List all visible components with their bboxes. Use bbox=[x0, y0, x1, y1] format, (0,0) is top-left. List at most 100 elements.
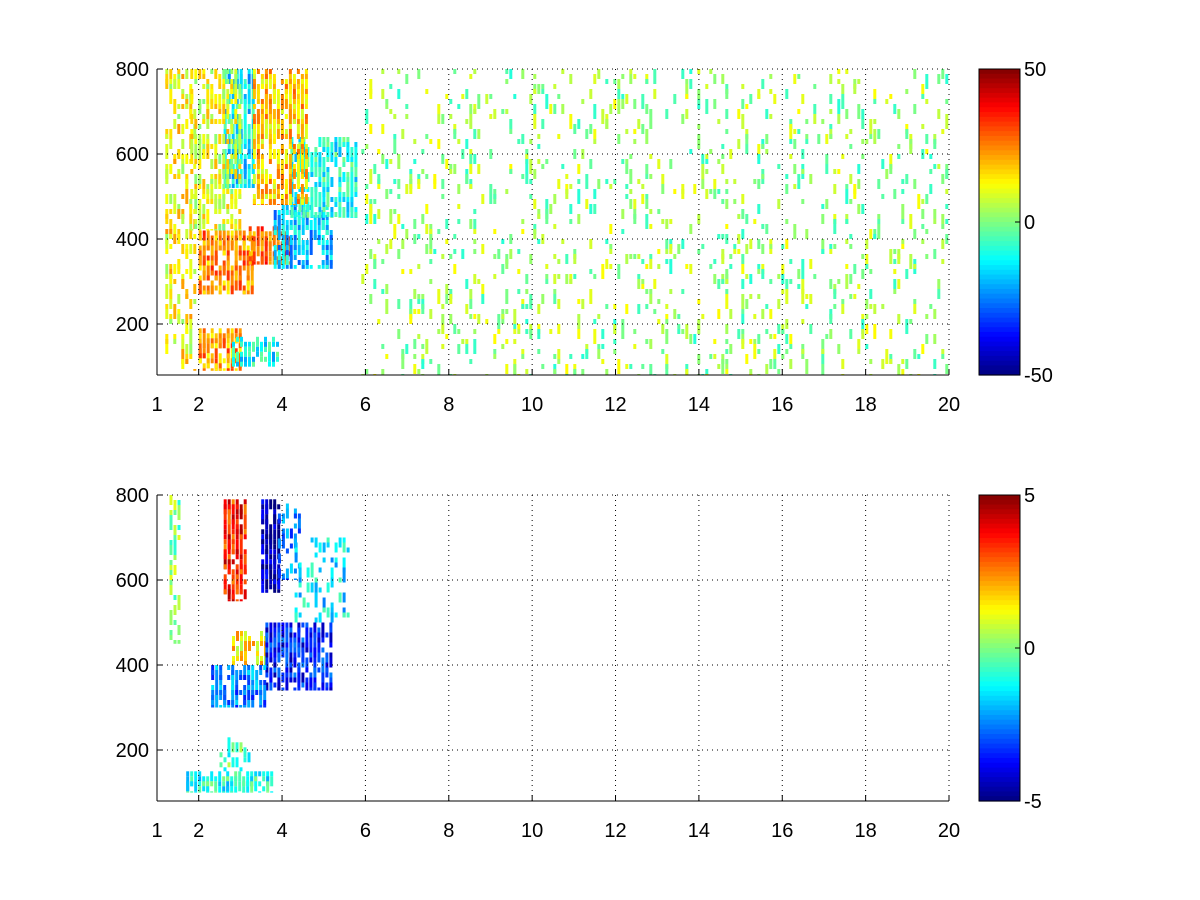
heatmap-cell bbox=[272, 154, 276, 159]
heatmap-cell bbox=[260, 84, 264, 89]
heatmap-cell bbox=[325, 260, 329, 269]
heatmap-cell bbox=[281, 538, 285, 549]
heatmap-cell bbox=[247, 164, 251, 169]
heatmap-cell bbox=[757, 269, 761, 274]
heatmap-cell bbox=[226, 104, 230, 109]
heatmap-cell bbox=[405, 74, 409, 84]
heatmap-cell bbox=[252, 89, 256, 99]
heatmap-cell bbox=[306, 217, 310, 218]
heatmap-cell bbox=[189, 354, 193, 359]
heatmap-cell bbox=[569, 354, 573, 359]
heatmap-cell bbox=[801, 259, 805, 269]
heatmap-cell bbox=[273, 529, 277, 540]
heatmap-cell bbox=[297, 652, 301, 658]
heatmap-cell bbox=[198, 224, 202, 229]
heatmap-cell bbox=[757, 334, 761, 344]
heatmap-cell bbox=[223, 700, 227, 705]
heatmap-cell bbox=[246, 786, 250, 792]
heatmap-cell bbox=[173, 540, 177, 555]
heatmap-cell bbox=[645, 264, 649, 269]
heatmap-cell bbox=[239, 74, 243, 89]
heatmap-cell bbox=[377, 179, 381, 184]
heatmap-cell bbox=[252, 114, 256, 119]
colorbar-band bbox=[979, 576, 1020, 582]
heatmap-cell bbox=[521, 354, 525, 359]
heatmap-cell bbox=[310, 537, 314, 543]
heatmap-cell bbox=[236, 361, 239, 367]
heatmap-cell bbox=[210, 358, 214, 364]
heatmap-cell bbox=[177, 314, 181, 324]
heatmap-cell bbox=[717, 234, 721, 239]
heatmap-cell bbox=[289, 622, 293, 628]
heatmap-cell bbox=[725, 324, 729, 334]
heatmap-cell bbox=[234, 199, 238, 209]
heatmap-cell bbox=[545, 199, 549, 214]
heatmap-cell bbox=[227, 700, 231, 705]
heatmap-cell bbox=[194, 224, 198, 229]
heatmap-cell bbox=[238, 771, 242, 782]
heatmap-cell bbox=[276, 356, 279, 362]
heatmap-cell bbox=[893, 104, 897, 114]
heatmap-cell bbox=[541, 89, 545, 94]
heatmap-cell bbox=[757, 239, 761, 249]
heatmap-cell bbox=[369, 79, 373, 94]
heatmap-cell bbox=[529, 94, 533, 104]
heatmap-cell bbox=[244, 636, 247, 641]
colorbar-band bbox=[979, 652, 1020, 659]
heatmap-cell bbox=[361, 149, 365, 154]
heatmap-cell bbox=[309, 632, 313, 638]
heatmap-cell bbox=[313, 622, 317, 628]
heatmap-cell bbox=[169, 319, 173, 324]
heatmap-cell bbox=[565, 254, 569, 264]
heatmap-cell bbox=[177, 79, 181, 89]
heatmap-cell bbox=[218, 230, 222, 236]
colorbar-band bbox=[979, 164, 1020, 171]
heatmap-cell bbox=[493, 109, 497, 119]
heatmap-cell bbox=[581, 99, 585, 104]
heatmap-cell bbox=[326, 537, 330, 543]
y-tick-label: 400 bbox=[116, 655, 149, 677]
heatmap-cell bbox=[165, 344, 169, 354]
heatmap-cell bbox=[330, 577, 334, 588]
heatmap-cell bbox=[577, 164, 581, 174]
heatmap-cell bbox=[285, 568, 289, 579]
heatmap-cell bbox=[929, 169, 933, 174]
heatmap-cell bbox=[305, 265, 309, 269]
heatmap-cell bbox=[725, 234, 729, 244]
heatmap-cell bbox=[185, 294, 189, 299]
heatmap-cell bbox=[325, 205, 329, 210]
heatmap-cell bbox=[165, 309, 169, 319]
heatmap-cell bbox=[857, 79, 861, 84]
heatmap-cell bbox=[325, 632, 329, 638]
heatmap-cell bbox=[280, 199, 284, 205]
heatmap-cell bbox=[226, 250, 230, 256]
heatmap-cell bbox=[277, 622, 281, 628]
heatmap-cell bbox=[697, 134, 701, 149]
heatmap-cell bbox=[785, 319, 789, 329]
heatmap-cell bbox=[235, 104, 239, 109]
heatmap-cell bbox=[177, 535, 181, 540]
heatmap-cell bbox=[210, 184, 214, 189]
heatmap-cell bbox=[869, 289, 873, 299]
heatmap-cell bbox=[218, 104, 222, 109]
heatmap-cell bbox=[227, 752, 231, 758]
heatmap-cell bbox=[214, 776, 218, 782]
heatmap-cell bbox=[821, 204, 825, 209]
heatmap-cell bbox=[905, 319, 909, 334]
heatmap-cell bbox=[260, 631, 263, 636]
heatmap-cell bbox=[545, 264, 549, 269]
heatmap-cell bbox=[857, 284, 861, 289]
heatmap-cell bbox=[240, 361, 243, 367]
heatmap-cell bbox=[797, 284, 801, 289]
heatmap-cell bbox=[589, 89, 593, 99]
heatmap-cell bbox=[202, 343, 206, 349]
heatmap-cell bbox=[218, 169, 222, 174]
heatmap-cell bbox=[248, 261, 252, 265]
heatmap-cell bbox=[413, 339, 417, 349]
heatmap-cell bbox=[281, 687, 285, 691]
heatmap-cell bbox=[244, 631, 247, 636]
heatmap-cell bbox=[313, 235, 317, 240]
heatmap-cell bbox=[837, 169, 841, 174]
heatmap-cell bbox=[317, 265, 321, 269]
heatmap-cell bbox=[465, 339, 469, 344]
